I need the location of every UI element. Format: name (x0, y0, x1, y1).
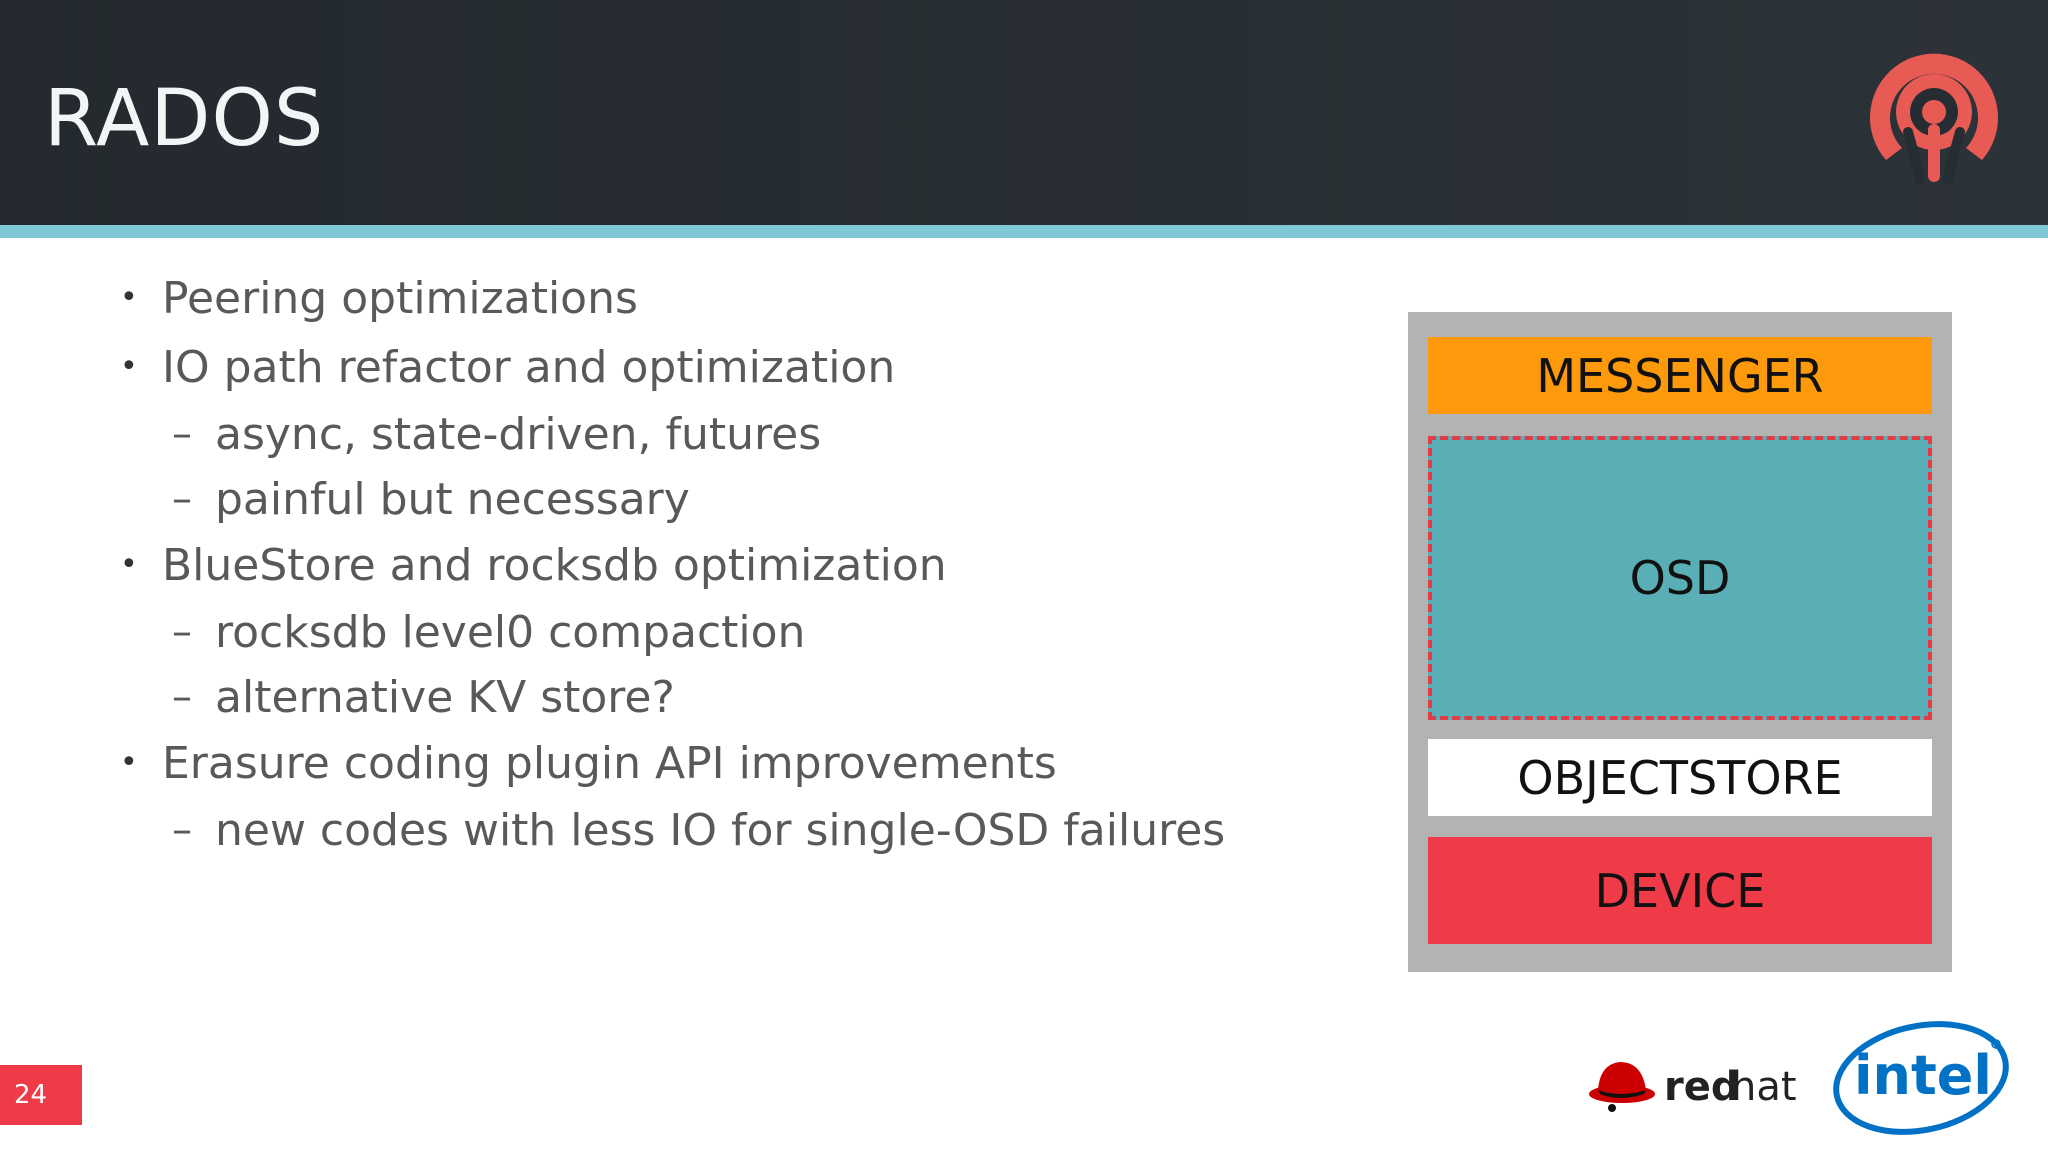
bullet-marker: • (120, 745, 138, 780)
sub-bullet-marker: – (172, 476, 192, 522)
intel-text: intel (1854, 1044, 1992, 1107)
redhat-text-red: red (1664, 1064, 1740, 1110)
messenger-label: MESSENGER (1536, 348, 1824, 403)
device-layer: DEVICE (1428, 837, 1932, 944)
sub-bullet-marker: – (172, 411, 192, 457)
slide-header: RADOS (0, 0, 2048, 225)
ceph-logo-icon (1870, 53, 1998, 185)
sub-bullet-item: rocksdb level0 compaction (215, 607, 806, 658)
bullet-item: Erasure coding plugin API improvements (162, 738, 1057, 789)
osd-label: OSD (1629, 551, 1731, 605)
page-number: 24 (0, 1065, 82, 1125)
bullet-item: BlueStore and rocksdb optimization (162, 540, 947, 591)
sub-bullet-item: painful but necessary (215, 474, 690, 525)
bullet-item: Peering optimizations (162, 273, 638, 324)
redhat-logo-icon: red hat (1589, 1062, 1797, 1112)
sub-bullet-item: alternative KV store? (215, 672, 675, 723)
ceph-stack-diagram: MESSENGER OSD OBJECTSTORE DEVICE (1408, 312, 1952, 972)
osd-layer: OSD (1428, 436, 1932, 720)
redhat-text-hat: hat (1731, 1064, 1797, 1110)
bullet-list: • Peering optimizations • IO path refact… (0, 0, 1300, 900)
sub-bullet-item: async, state-driven, futures (215, 409, 822, 460)
sub-bullet-marker: – (172, 609, 192, 655)
bullet-marker: • (120, 280, 138, 315)
device-label: DEVICE (1594, 863, 1766, 918)
objectstore-layer: OBJECTSTORE (1428, 739, 1932, 816)
sub-bullet-marker: – (172, 807, 192, 853)
slide-title: RADOS (44, 74, 325, 164)
sub-bullet-marker: – (172, 674, 192, 720)
messenger-layer: MESSENGER (1428, 337, 1932, 414)
bullet-marker: • (120, 547, 138, 582)
intel-logo-icon: intel (1833, 1021, 2009, 1135)
sub-bullet-item: new codes with less IO for single-OSD fa… (215, 805, 1226, 856)
header-accent-stripe (0, 225, 2048, 238)
bullet-item: IO path refactor and optimization (162, 342, 896, 393)
bullet-marker: • (120, 349, 138, 384)
objectstore-label: OBJECTSTORE (1517, 750, 1843, 805)
